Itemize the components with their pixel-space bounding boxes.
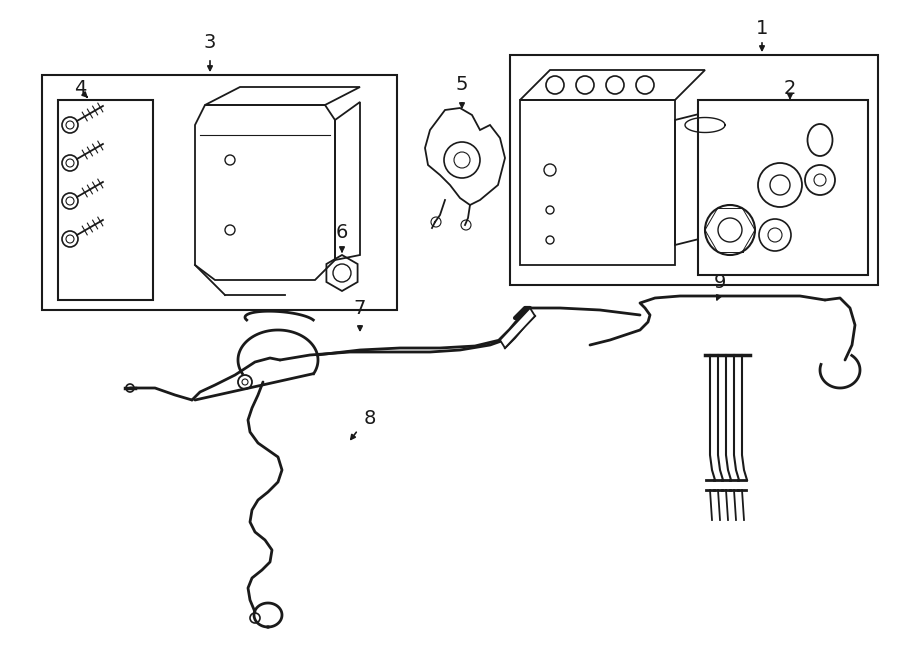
- Text: 7: 7: [354, 299, 366, 317]
- Text: 5: 5: [455, 75, 468, 95]
- Bar: [42, 75, 397, 310]
- Polygon shape: [500, 308, 535, 348]
- Bar: [510, 55, 878, 285]
- Text: 2: 2: [784, 79, 796, 98]
- Text: 3: 3: [203, 32, 216, 52]
- Text: 9: 9: [714, 274, 726, 293]
- Text: 4: 4: [74, 79, 86, 98]
- Bar: [698, 100, 868, 275]
- Text: 1: 1: [756, 19, 769, 38]
- Text: 6: 6: [336, 223, 348, 241]
- Bar: [58, 100, 153, 300]
- Text: 8: 8: [364, 408, 376, 428]
